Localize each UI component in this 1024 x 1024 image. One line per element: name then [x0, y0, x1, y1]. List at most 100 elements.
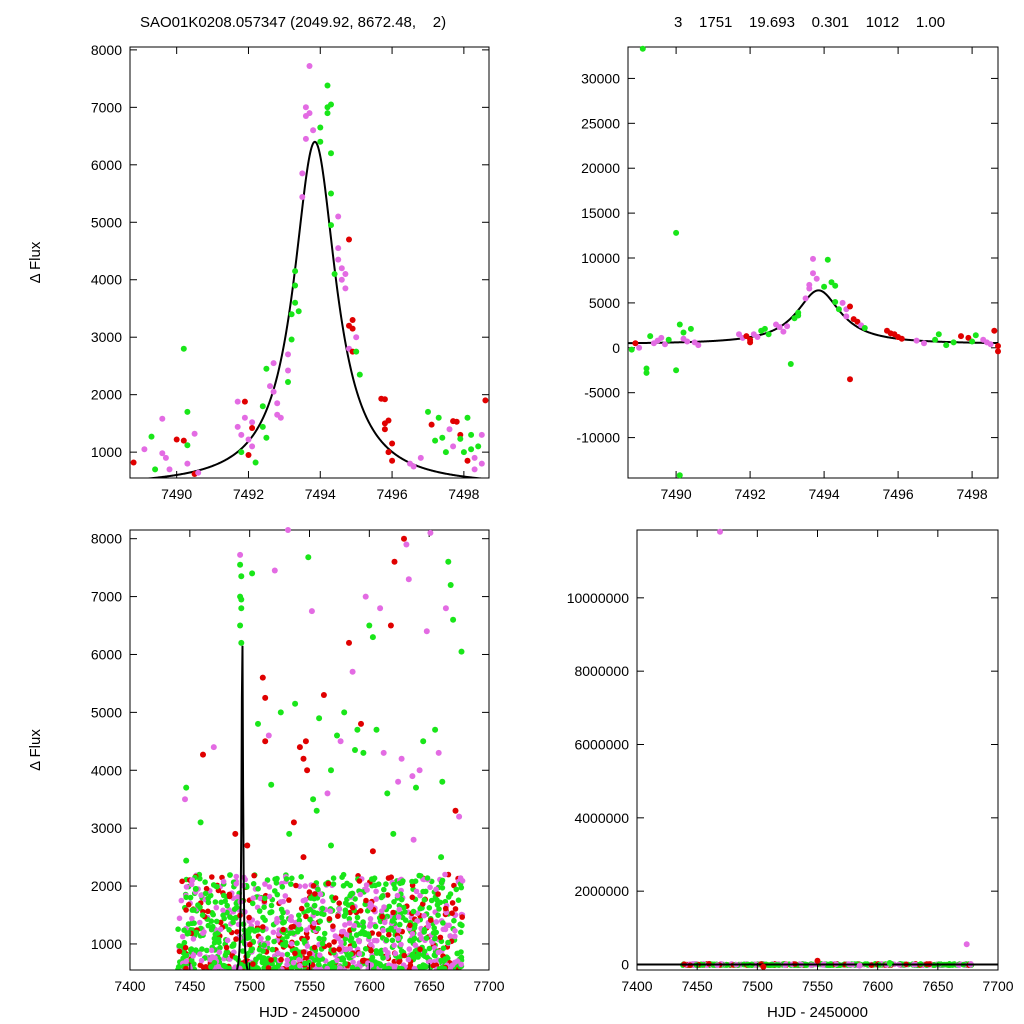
data-point-band: [351, 922, 358, 929]
data-point: [271, 567, 278, 574]
data-point-band: [198, 957, 205, 964]
data-point-band: [284, 957, 291, 963]
data-point-band: [279, 966, 285, 970]
data-point: [450, 443, 457, 450]
data-point: [435, 749, 442, 756]
data-point: [200, 751, 206, 758]
data-point: [290, 819, 297, 826]
data-point: [324, 110, 331, 117]
data-point-band: [260, 924, 266, 930]
data-point: [320, 692, 327, 698]
data-point-band: [363, 897, 369, 904]
data-point: [328, 190, 334, 197]
data-point-band: [440, 920, 446, 926]
y-tick-label: 6000: [91, 157, 122, 173]
data-point: [349, 317, 356, 323]
data-point-band: [307, 916, 313, 923]
data-point: [338, 265, 345, 272]
data-point: [377, 605, 384, 612]
data-point: [238, 449, 245, 456]
data-point: [267, 383, 273, 390]
data-point-band: [311, 944, 318, 951]
data-point-band: [289, 875, 295, 882]
data-point-band: [449, 900, 456, 906]
data-point-band: [436, 906, 442, 912]
data-point: [263, 434, 270, 441]
data-point: [943, 342, 950, 349]
fit-curve: [142, 140, 487, 478]
data-point: [991, 327, 998, 334]
data-point: [197, 819, 204, 826]
data-point-band: [449, 910, 455, 916]
data-point-band: [227, 914, 233, 920]
data-point-band: [416, 964, 423, 970]
data-point: [245, 452, 252, 458]
data-point-band: [302, 883, 309, 889]
data-point: [238, 596, 245, 603]
data-point-band: [279, 884, 286, 890]
data-point-band: [361, 957, 367, 964]
data-point-band: [290, 930, 296, 936]
data-point-band: [244, 933, 251, 940]
data-point-band: [251, 872, 257, 879]
data-point: [342, 285, 349, 292]
data-point: [346, 639, 352, 646]
data-point-band: [266, 893, 273, 900]
data-point-band: [280, 926, 287, 933]
data-point: [482, 397, 489, 404]
data-point-band: [331, 939, 337, 945]
data-point-band: [288, 965, 295, 970]
data-point-band: [179, 933, 186, 940]
data-point-band: [421, 897, 428, 903]
data-point-band: [458, 954, 465, 961]
data-point: [317, 138, 324, 145]
data-point: [457, 435, 464, 442]
data-point: [263, 365, 270, 372]
x-tick-label: 7450: [682, 978, 713, 994]
data-point-band: [380, 927, 386, 934]
data-point-band: [233, 914, 239, 921]
data-point: [335, 245, 342, 252]
data-point-band: [440, 945, 447, 951]
data-point: [302, 738, 309, 745]
data-point: [427, 529, 434, 536]
data-point-band: [320, 898, 326, 904]
data-point: [387, 622, 394, 629]
x-tick-label: 7650: [922, 978, 953, 994]
data-point: [373, 726, 380, 733]
data-point: [292, 268, 299, 275]
data-point-band: [312, 891, 318, 897]
x-tick-label: 7494: [809, 486, 840, 502]
data-point-band: [420, 901, 426, 907]
data-point-band: [421, 912, 427, 919]
data-point: [380, 749, 387, 756]
data-point-band: [217, 926, 224, 933]
x-tick-label: 7496: [376, 486, 407, 502]
data-point-band: [257, 895, 264, 902]
data-point: [356, 371, 363, 378]
data-point: [835, 306, 842, 313]
data-point: [410, 836, 417, 843]
data-point-band: [293, 882, 299, 889]
data-point-band: [356, 922, 362, 928]
data-point: [806, 281, 813, 288]
data-point-band: [428, 917, 434, 923]
data-point-band: [360, 924, 367, 930]
data-point-band: [457, 875, 464, 881]
data-point-band: [331, 947, 337, 953]
data-point: [259, 403, 266, 410]
data-point-band: [395, 927, 402, 934]
data-point-band: [431, 925, 438, 931]
data-point-band: [303, 913, 309, 920]
x-axis-label: HJD - 2450000: [259, 1004, 360, 1021]
data-point: [369, 848, 376, 855]
data-point-band: [230, 919, 236, 926]
x-tick-label: 7490: [661, 486, 692, 502]
data-point-band: [209, 954, 216, 960]
data-point-band: [208, 947, 215, 954]
data-point: [234, 423, 241, 430]
data-point-band: [316, 935, 323, 942]
data-point-band: [300, 949, 307, 955]
data-point: [832, 299, 839, 305]
data-point-band: [188, 957, 195, 964]
